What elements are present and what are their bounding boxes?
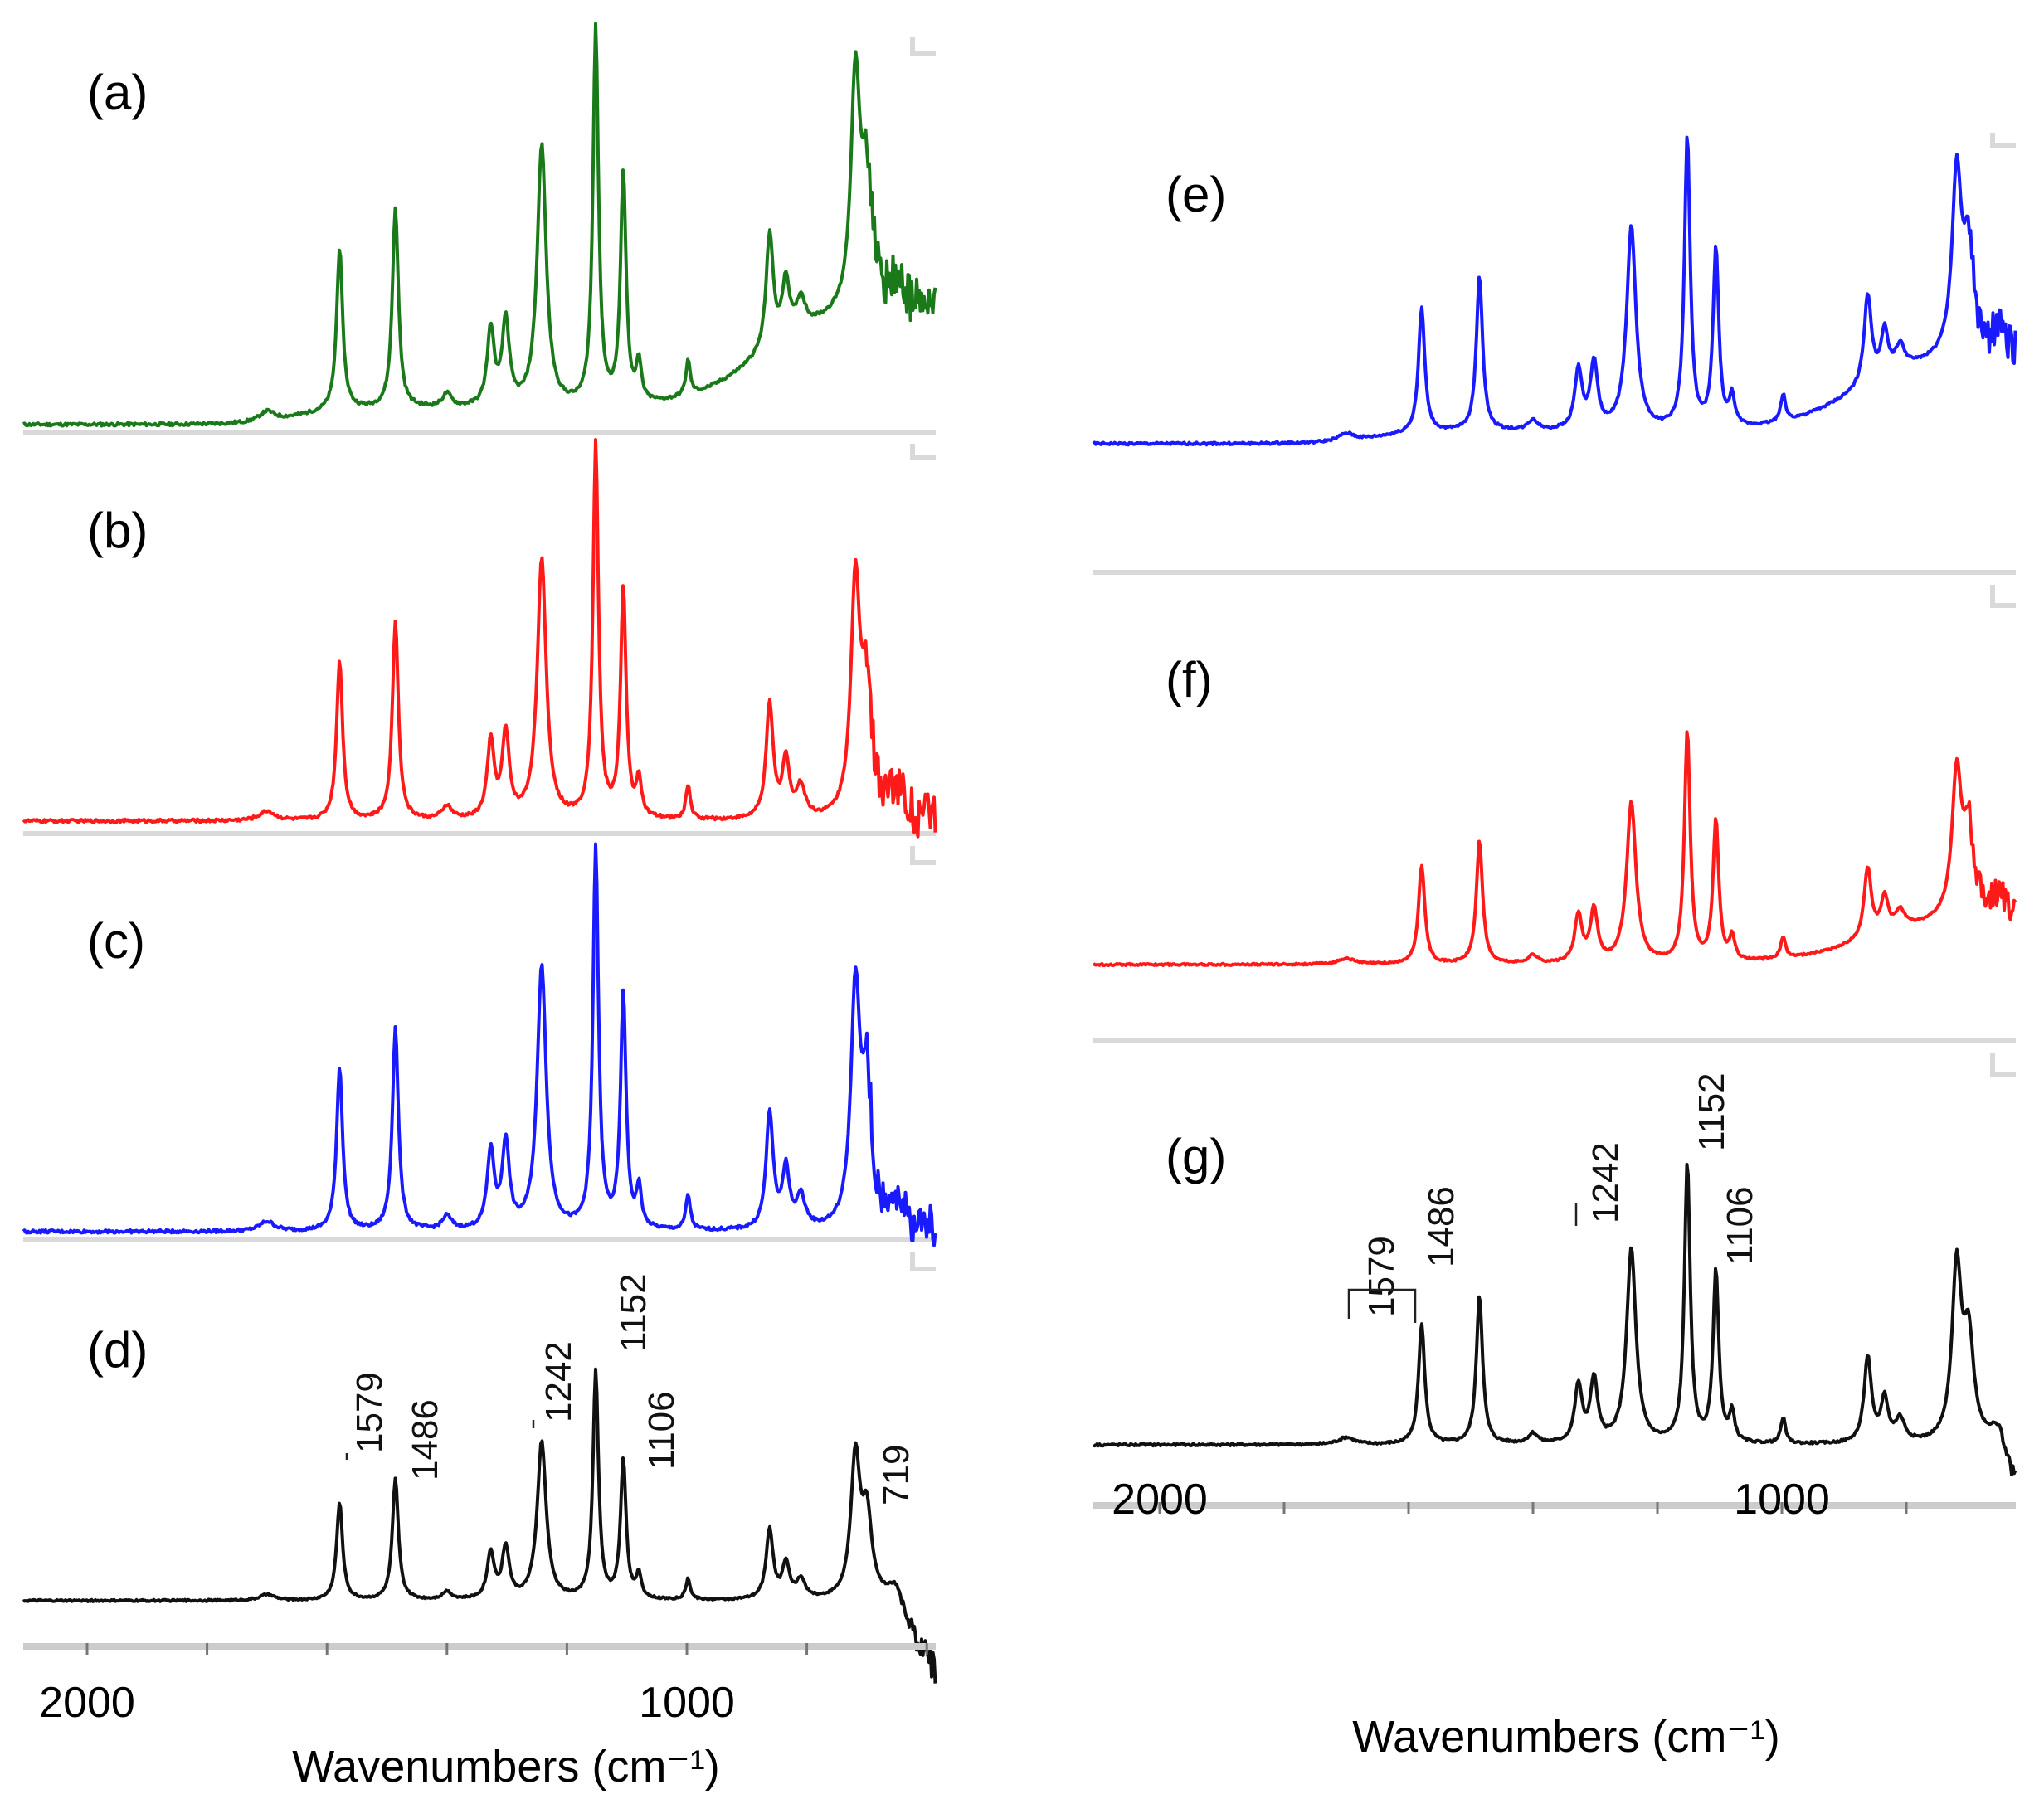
x-axis-right <box>1093 1502 2016 1514</box>
peak-label-1486-d: 1486 <box>405 1399 445 1481</box>
panel-label-d: (d) <box>87 1322 148 1378</box>
panel-label-e: (e) <box>1166 167 1226 222</box>
right-column-frames <box>1093 133 2016 1077</box>
spectrum-trace-e <box>1092 135 2017 447</box>
peak-label-1242-g: 1242 <box>1585 1142 1626 1223</box>
panel-label-g: (g) <box>1166 1129 1226 1184</box>
peak-label-1579-g: 1579 <box>1361 1236 1402 1317</box>
spectrum-trace-b <box>22 438 937 839</box>
left-column-frames <box>23 37 936 1271</box>
frame-corner <box>910 846 936 865</box>
spectrum-trace-a <box>22 22 937 428</box>
panel-label-c: (c) <box>87 913 145 969</box>
panel-label-f: (f) <box>1166 652 1213 707</box>
spectrum-trace-f <box>1092 730 2017 967</box>
panel-label-a: (a) <box>87 65 148 120</box>
peak-label-1106-d: 1106 <box>641 1391 682 1470</box>
peak-label-1579-d: 1579 <box>349 1372 390 1453</box>
leader-line <box>1347 1288 1417 1323</box>
x-axis-left <box>23 1643 936 1655</box>
frame-corner <box>1990 585 2016 608</box>
tick-label-2000-right: 2000 <box>1112 1476 1208 1524</box>
tick-label-1000-right: 1000 <box>1734 1476 1830 1524</box>
peak-label-1242-d: 1242 <box>538 1341 579 1422</box>
peak-label-1152-g: 1152 <box>1691 1072 1732 1151</box>
peak-label-719-d: 719 <box>876 1445 917 1505</box>
peak-label-1486-g: 1486 <box>1421 1186 1462 1267</box>
panel-label-b: (b) <box>87 503 148 558</box>
frame-corner <box>1990 1053 2016 1077</box>
peak-label-1106-g: 1106 <box>1720 1186 1760 1265</box>
frame-corner <box>910 1252 936 1271</box>
frame-corner <box>910 444 936 460</box>
peak-leader-lines <box>345 1203 1578 1460</box>
spectrum-trace-c <box>22 842 937 1247</box>
frame-corner <box>910 37 936 56</box>
peak-label-1152-d: 1152 <box>613 1273 654 1352</box>
spectrum-trace-d <box>22 1367 937 1684</box>
x-axis-title-right: Wavenumbers (cm⁻¹) <box>1352 1712 1780 1762</box>
tick-label-2000-left: 2000 <box>39 1679 135 1727</box>
x-axis-title-left: Wavenumbers (cm⁻¹) <box>292 1742 720 1792</box>
frame-corner <box>1990 133 2016 148</box>
spectrum-trace-g <box>1092 1163 2017 1476</box>
tick-label-1000-left: 1000 <box>639 1679 735 1727</box>
